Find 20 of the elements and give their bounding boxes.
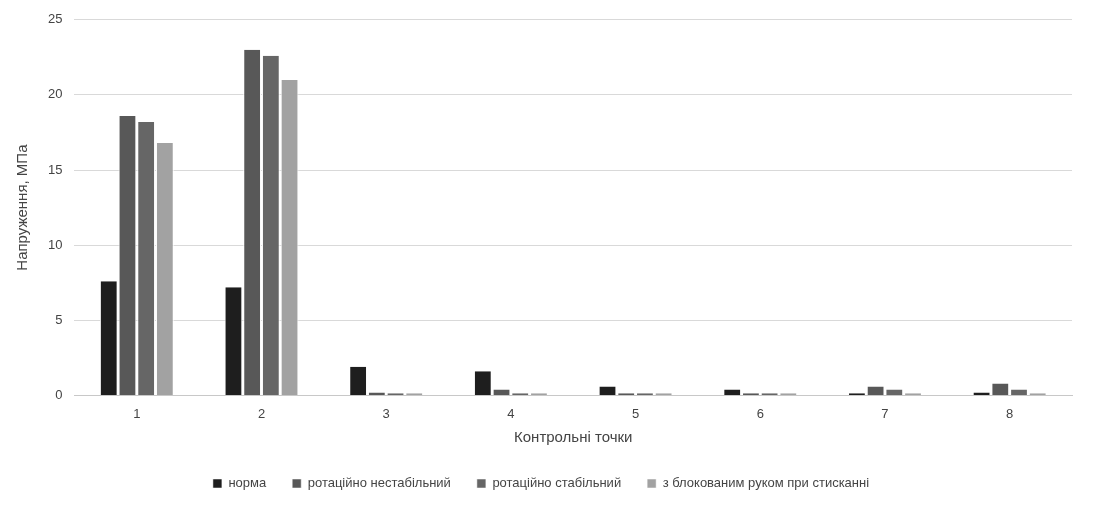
y-tick-label: 5 (55, 311, 63, 327)
legend-label: ротаційно нестабільний (307, 475, 451, 491)
x-tick-label: 7 (881, 405, 889, 421)
legend-label: з блокованим руком при стисканні (662, 475, 870, 491)
legend-label: норма (228, 475, 267, 491)
x-tick-label: 6 (756, 405, 764, 421)
x-axis-title: Контрольні точки (514, 428, 633, 446)
x-tick-label: 5 (631, 405, 640, 421)
y-tick-label: 20 (47, 86, 63, 102)
y-tick-label: 0 (55, 386, 63, 402)
y-axis-title: Напруження, МПа (13, 143, 31, 271)
x-tick-label: 8 (1006, 405, 1014, 421)
x-tick-label: 4 (507, 405, 515, 421)
y-tick-label: 15 (47, 161, 63, 177)
y-tick-label: 25 (47, 11, 63, 27)
x-tick-label: 1 (133, 405, 141, 421)
x-tick-label: 3 (382, 405, 390, 421)
y-tick-label: 10 (47, 236, 63, 252)
legend-label: ротаційно стабільний (492, 475, 622, 491)
x-tick-label: 2 (257, 405, 266, 421)
